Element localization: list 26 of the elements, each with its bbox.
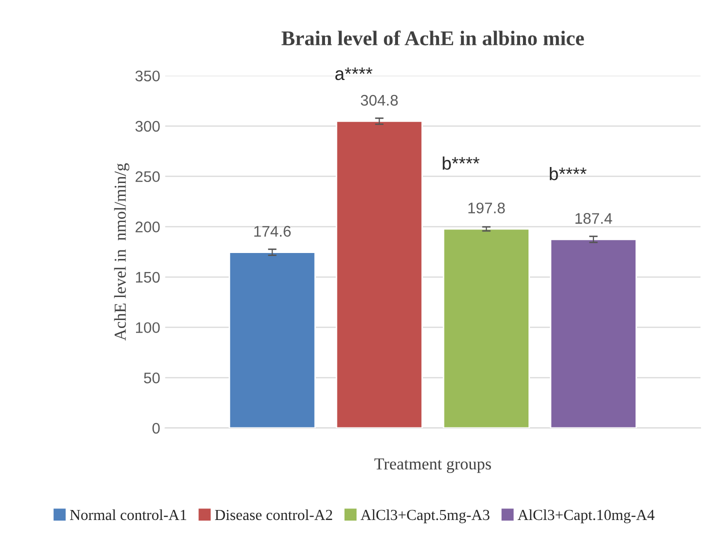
legend-label: Normal control-A1 [70, 509, 186, 520]
y-tick-label: 50 [144, 372, 160, 384]
annotation: a**** [335, 68, 372, 80]
bar [550, 238, 637, 428]
data-label: 174.6 [254, 226, 291, 237]
chart-title: Brain level of AchE in albino mice [282, 30, 584, 46]
x-axis-title: Treatment groups [374, 458, 491, 473]
legend-label: Disease control-A2 [215, 509, 332, 520]
y-tick-label: 0 [152, 422, 160, 434]
data-label: 197.8 [468, 202, 505, 214]
bar [228, 252, 316, 428]
annotation: b**** [550, 166, 587, 180]
bar [442, 228, 530, 428]
data-label: 187.4 [575, 213, 612, 224]
annotation: b**** [442, 156, 480, 170]
data-label: 304.8 [360, 94, 398, 106]
y-tick-label: 200 [136, 222, 160, 232]
y-axis-title: AchE level in nmol/min/g [114, 163, 130, 341]
legend-label: AlCl3+Capt.5mg-A3 [360, 509, 490, 524]
y-tick-label: 300 [135, 120, 160, 132]
y-tick-label: 150 [136, 272, 160, 283]
y-tick-label: 100 [136, 322, 160, 334]
y-tick-label: 250 [136, 171, 160, 182]
legend-label: AlCl3+Capt.10mg-A4 [518, 509, 654, 524]
y-tick-label: 350 [135, 70, 160, 82]
bar [336, 120, 423, 428]
